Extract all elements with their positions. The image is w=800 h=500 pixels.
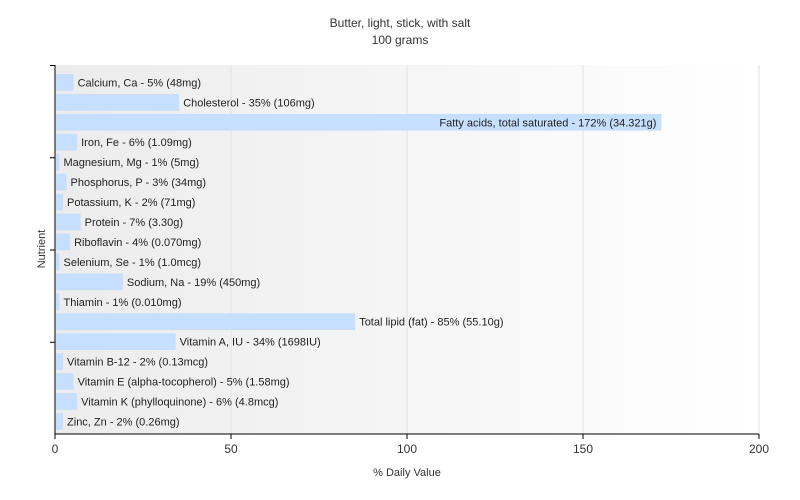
bar xyxy=(56,93,180,111)
chart-title: Butter, light, stick, with salt xyxy=(330,16,471,30)
bar xyxy=(56,213,81,231)
x-tick-label: 100 xyxy=(397,442,417,456)
bar-label: Calcium, Ca - 5% (48mg) xyxy=(78,77,201,89)
bar-label: Vitamin B-12 - 2% (0.13mcg) xyxy=(67,357,208,369)
bar xyxy=(56,293,60,311)
bar xyxy=(56,253,60,271)
x-tick-label: 200 xyxy=(749,442,769,456)
bar-label: Vitamin A, IU - 34% (1698IU) xyxy=(180,337,321,349)
bar-label: Vitamin K (phylloquinone) - 6% (4.8mcg) xyxy=(81,396,278,408)
bar-label: Iron, Fe - 6% (1.09mg) xyxy=(81,137,192,149)
x-tick-label: 50 xyxy=(224,442,238,456)
bar-label: Cholesterol - 35% (106mg) xyxy=(183,97,314,109)
bar xyxy=(56,373,74,390)
bar-label: Zinc, Zn - 2% (0.26mg) xyxy=(67,416,179,428)
bar-label: Total lipid (fat) - 85% (55.10g) xyxy=(359,317,503,329)
bar-label: Sodium, Na - 19% (450mg) xyxy=(127,277,260,289)
bar xyxy=(56,353,64,370)
x-axis-title: % Daily Value xyxy=(373,467,441,479)
x-tick-label: 150 xyxy=(573,442,593,456)
bar-label: Potassium, K - 2% (71mg) xyxy=(67,197,195,209)
bar xyxy=(56,313,356,331)
x-tick-label: 0 xyxy=(52,442,59,456)
bar xyxy=(56,413,64,430)
bar xyxy=(56,393,78,410)
x-tick-labels: 0 50 100 150 200 xyxy=(52,442,770,456)
bar-label: Vitamin E (alpha-tocopherol) - 5% (1.58m… xyxy=(78,377,290,389)
bar-label: Selenium, Se - 1% (1.0mcg) xyxy=(64,257,202,269)
bar xyxy=(56,233,71,251)
bar xyxy=(56,173,67,191)
y-axis-title: Nutrient xyxy=(36,230,48,269)
bar-label: Protein - 7% (3.30g) xyxy=(85,217,183,229)
bar xyxy=(56,273,123,291)
bar xyxy=(56,133,78,151)
bars: Calcium, Ca - 5% (48mg) Cholesterol - 35%… xyxy=(56,74,662,430)
bar xyxy=(56,193,64,211)
bar xyxy=(56,333,176,351)
bar xyxy=(56,153,60,171)
bar-label: Magnesium, Mg - 1% (5mg) xyxy=(64,157,200,169)
bar-label: Riboflavin - 4% (0.070mg) xyxy=(74,237,201,249)
chart-subtitle: 100 grams xyxy=(372,33,429,47)
bar xyxy=(56,74,74,91)
bar xyxy=(56,113,662,131)
bar-label: Fatty acids, total saturated - 172% (34.… xyxy=(439,117,656,129)
bar-label: Thiamin - 1% (0.010mg) xyxy=(64,297,182,309)
bar-label: Phosphorus, P - 3% (34mg) xyxy=(71,177,207,189)
axes xyxy=(50,65,760,439)
